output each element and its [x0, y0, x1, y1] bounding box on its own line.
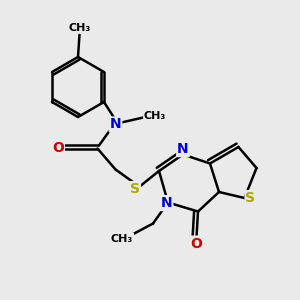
Text: CH₃: CH₃	[144, 110, 166, 121]
Text: S: S	[245, 191, 256, 205]
Text: N: N	[177, 142, 189, 156]
Text: O: O	[190, 237, 202, 250]
Text: CH₃: CH₃	[68, 23, 91, 33]
Text: O: O	[52, 142, 64, 155]
Text: CH₃: CH₃	[111, 233, 133, 244]
Text: N: N	[110, 118, 121, 131]
Text: N: N	[161, 196, 172, 210]
Text: S: S	[130, 182, 140, 196]
